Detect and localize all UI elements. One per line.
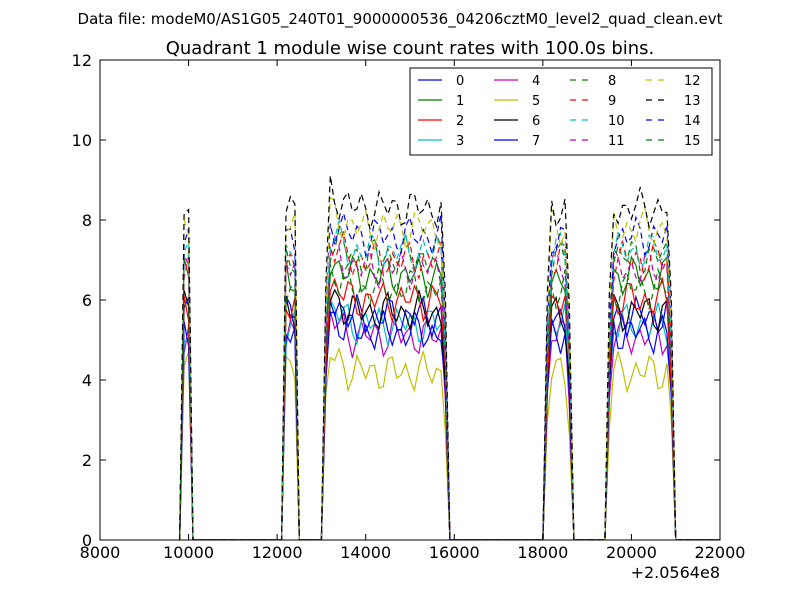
legend-label-12: 12 [684, 74, 701, 89]
x-tick-label: 8000 [80, 543, 121, 562]
legend-label-0: 0 [456, 74, 464, 89]
legend-label-4: 4 [532, 74, 540, 89]
series-7-line [179, 309, 720, 540]
series-12-line [179, 196, 720, 540]
x-tick-label: 22000 [695, 543, 746, 562]
legend-label-6: 6 [532, 114, 540, 129]
series-1-line [179, 255, 720, 540]
series-15-line [179, 226, 720, 540]
x-tick-label: 16000 [429, 543, 480, 562]
legend-label-3: 3 [456, 134, 464, 149]
x-offset-label: +2.0564e8 [631, 563, 720, 582]
x-tick-label: 10000 [163, 543, 214, 562]
axis-layer: 8000 10000 12000 14000 16000 18000 20000 22000 0… [72, 51, 746, 562]
x-tick-label: 20000 [606, 543, 657, 562]
series-5-line [179, 346, 720, 540]
legend-label-13: 13 [684, 94, 701, 109]
y-tick-label: 0 [82, 531, 92, 550]
y-tick-label: 4 [82, 371, 92, 390]
y-tick-label: 12 [72, 51, 92, 70]
y-tick-label: 10 [72, 131, 92, 150]
legend-label-5: 5 [532, 94, 540, 109]
series-2-line [179, 276, 720, 540]
series-13-line [179, 175, 720, 540]
y-tick-label: 6 [82, 291, 92, 310]
series-layer [179, 175, 720, 540]
legend-label-8: 8 [608, 74, 616, 89]
x-tick-label: 14000 [340, 543, 391, 562]
legend-label-9: 9 [608, 94, 616, 109]
x-tick-label: 12000 [252, 543, 303, 562]
legend-label-14: 14 [684, 114, 701, 129]
x-tick-label: 18000 [517, 543, 568, 562]
chart-title: Quadrant 1 module wise count rates with … [166, 38, 655, 59]
legend-label-11: 11 [608, 134, 625, 149]
legend-label-1: 1 [456, 94, 464, 109]
series-8-line [179, 262, 720, 540]
legend-label-15: 15 [684, 134, 701, 149]
legend-label-10: 10 [608, 114, 625, 129]
y-tick-label: 2 [82, 451, 92, 470]
y-tick-label: 8 [82, 211, 92, 230]
series-10-line [179, 220, 720, 540]
data-file-suptitle: Data file: modeM0/AS1G05_240T01_90000005… [78, 10, 723, 29]
series-3-line [179, 297, 720, 540]
legend-label-2: 2 [456, 114, 464, 129]
legend-label-7: 7 [532, 134, 540, 149]
